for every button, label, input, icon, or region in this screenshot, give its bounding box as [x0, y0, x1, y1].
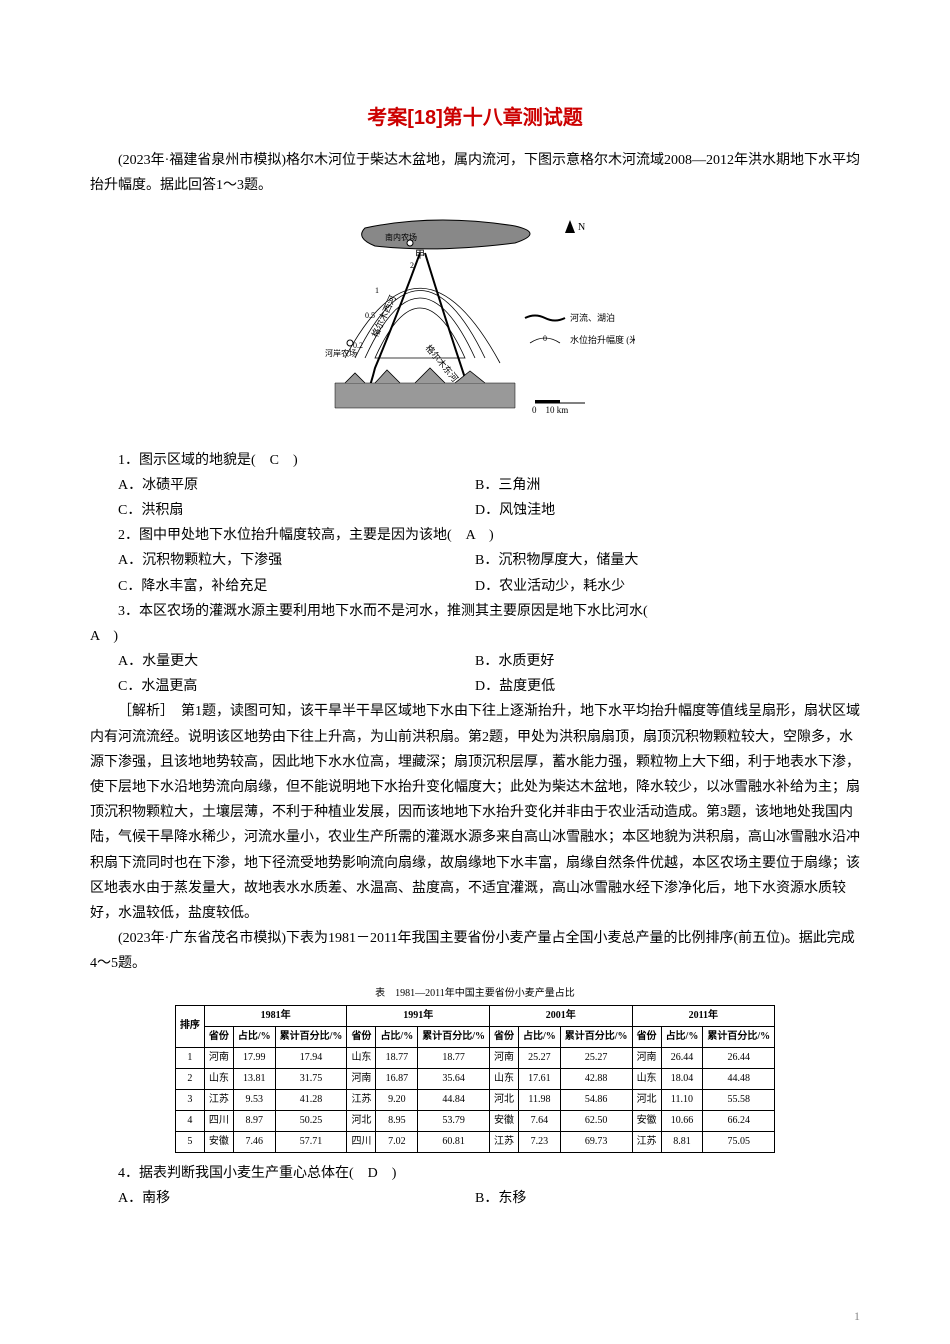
table-title: 表 1981—2011年中国主要省份小麦产量占比	[90, 985, 860, 1003]
q3-opt-a: A．水量更大	[90, 649, 475, 674]
q2-opt-a: A．沉积物颗粒大，下渗强	[90, 548, 475, 573]
q1-stem: 1．图示区域的地貌是( C )	[90, 448, 860, 473]
q4-opt-b: B．东移	[475, 1186, 860, 1211]
intro-paragraph: (2023年·福建省泉州市模拟)格尔木河位于柴达木盆地，属内流河，下图示意格尔木…	[90, 148, 860, 198]
q3-stem: 3．本区农场的灌溉水源主要利用地下水而不是河水，推测其主要原因是地下水比河水(	[90, 599, 860, 624]
q2-opt-b: B．沉积物厚度大，储量大	[475, 548, 860, 573]
contour-val: 0.5	[365, 311, 375, 320]
q1-opt-c: C．洪积扇	[90, 498, 475, 523]
q1-opt-a: A．冰碛平原	[90, 473, 475, 498]
farm2-label: 河岸农场	[325, 348, 357, 358]
q4-stem: 4．据表判断我国小麦生产重心总体在( D )	[90, 1161, 860, 1186]
legend-contour: 水位抬升幅度 (米)	[570, 334, 635, 345]
q2-stem: 2．图中甲处地下水位抬升幅度较高，主要是因为该地( A )	[90, 523, 860, 548]
page-number: 1	[854, 1309, 860, 1324]
page-title: 考案[18]第十八章测试题	[90, 100, 860, 136]
farm1-label: 南内农场	[385, 232, 417, 242]
svg-text:0: 0	[543, 334, 547, 343]
north-label: N	[578, 222, 585, 233]
q3-ans-line: A )	[90, 624, 860, 649]
q1-opt-d: D．风蚀洼地	[475, 498, 860, 523]
q3-opt-d: D．盐度更低	[475, 674, 860, 699]
wheat-table: 表 1981—2011年中国主要省份小麦产量占比 排序1981年1991年200…	[90, 985, 860, 1153]
analysis-text: ［解析］ 第1题，读图可知，该干旱半干旱区域地下水由下往上逐渐抬升，地下水平均抬…	[90, 699, 860, 926]
q4-opt-a: A．南移	[90, 1186, 475, 1211]
q2-opt-c: C．降水丰富，补给充足	[90, 574, 475, 599]
contour-val: 1	[375, 286, 379, 295]
q1-opt-b: B．三角洲	[475, 473, 860, 498]
map-figure: 2 1 0.5 0.2 甲 格尔木西河 格尔木东河 南内农场 河岸农场 N 河流…	[90, 208, 860, 437]
q3-opt-b: B．水质更好	[475, 649, 860, 674]
legend-river: 河流、湖泊	[570, 312, 615, 323]
intro2-paragraph: (2023年·广东省茂名市模拟)下表为1981－2011年我国主要省份小麦产量占…	[90, 926, 860, 976]
q3-opt-c: C．水温更高	[90, 674, 475, 699]
q2-opt-d: D．农业活动少，耗水少	[475, 574, 860, 599]
scale-label: 0 10 km	[532, 405, 568, 415]
